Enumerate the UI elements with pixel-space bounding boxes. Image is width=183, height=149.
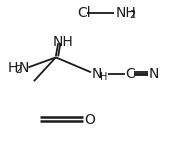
Text: O: O bbox=[84, 113, 95, 127]
Text: N: N bbox=[148, 67, 159, 82]
Text: H: H bbox=[100, 72, 108, 82]
Text: 2: 2 bbox=[15, 65, 21, 75]
Text: NH: NH bbox=[52, 35, 73, 49]
Text: NH: NH bbox=[115, 6, 136, 20]
Text: N: N bbox=[92, 67, 102, 82]
Text: N: N bbox=[18, 61, 29, 75]
Text: H: H bbox=[7, 61, 18, 75]
Text: Cl: Cl bbox=[77, 6, 90, 20]
Text: 2: 2 bbox=[129, 10, 135, 20]
Text: C: C bbox=[125, 67, 135, 82]
